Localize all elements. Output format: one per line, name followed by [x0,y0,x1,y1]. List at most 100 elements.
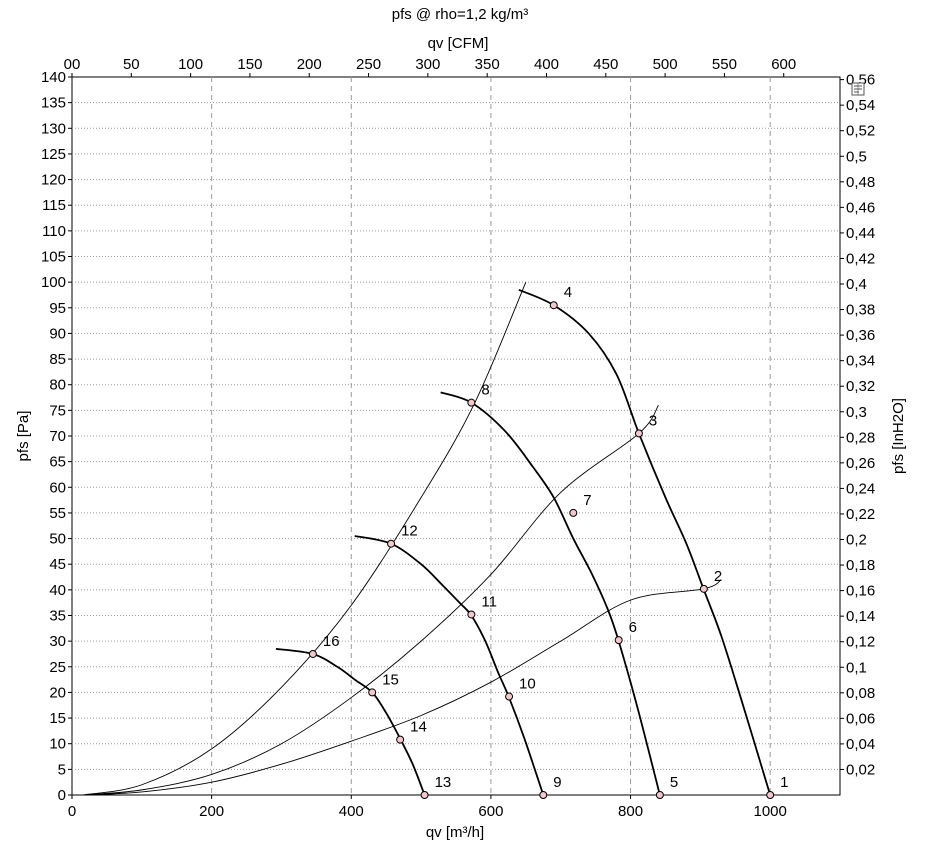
x2-tick-label: 00 [64,56,81,73]
y-tick-label: 60 [49,479,66,496]
x2-tick-label: 600 [771,56,796,73]
operating-point [655,791,664,799]
operating-point [396,735,405,744]
x-tick-label: 1000 [753,803,786,820]
x2-tick-label: 400 [534,56,559,73]
y2-tick-label: 0,54 [846,97,875,114]
y-tick-label: 80 [49,377,66,394]
horizontal-gridlines [72,102,840,770]
y-tick-label: 40 [49,582,66,599]
y2-tick-label: 0,44 [846,225,875,242]
x2-tick-labels: 00 50 100 150 200 250 300 350 400 450 500 550 600 [64,56,797,73]
y2-tick-label: 0,18 [846,557,875,574]
y2-tick-label: 0,52 [846,123,875,140]
y2-tick-label: 0,4 [846,276,867,293]
operating-point [467,398,476,407]
operating-point-label: 2 [714,568,722,585]
x2-axis-label: qv [CFM] [428,35,489,52]
x-tick-label: 800 [618,803,643,820]
y2-tick-label: 0,48 [846,174,875,191]
print-preview-icon[interactable] [851,82,865,96]
operating-point [549,301,558,310]
y-tick-label: 55 [49,505,66,522]
y2-tick-label: 0,32 [846,378,875,395]
y-tick-label: 100 [41,274,66,291]
y2-tick-label: 0,22 [846,506,875,523]
operating-point-label: 5 [670,774,678,791]
y2-tick-label: 0,46 [846,199,875,216]
x2-tick-label: 50 [123,56,140,73]
operating-points [308,301,775,799]
y-tick-labels: 0 5 10 15 20 25 30 35 40 45 50 55 60 65 70 75 80 85 90 95 10… [41,69,66,804]
y-tick-label: 115 [42,197,66,214]
operating-point-label: 6 [629,619,637,636]
y2-axis-label: pfs [InH2O] [890,398,907,474]
y2-tick-label: 0,36 [846,327,875,344]
y-tick-label: 85 [49,351,66,368]
x-tick-labels: 0 200 400 600 800 1000 [68,803,787,820]
x-tick-label: 0 [68,803,76,820]
vertical-gridlines [211,77,771,795]
y-tick-label: 5 [58,761,66,778]
y2-tick-label: 0,16 [846,583,875,600]
y2-tick-label: 0,3 [846,404,867,421]
x2-tick-label: 450 [593,56,618,73]
x2-tick-label: 500 [653,56,678,73]
y2-tick-label: 0,26 [846,455,875,472]
y-tick-label: 0 [58,787,66,804]
x2-tick-label: 100 [178,56,203,73]
y-tick-label: 15 [49,710,66,727]
y-tick-label: 10 [49,736,66,753]
y2-tick-label: 0,02 [846,761,875,778]
y-tick-label: 90 [49,325,66,342]
y-axis-label: pfs [Pa] [15,411,32,462]
y-tick-label: 25 [49,659,66,676]
system-curve [82,579,722,796]
y2-tick-labels: 0,02 0,04 0,06 0,08 0,1 0,12 0,14 0,16 0,18 0,2 0,… [846,72,875,779]
operating-point [614,636,623,645]
y2-tick-label: 0,34 [846,353,875,370]
system-curve [82,404,659,796]
operating-point-label: 11 [481,593,497,610]
x-tick-label: 600 [478,803,503,820]
y-tick-label: 140 [41,69,66,86]
operating-point [368,688,377,697]
operating-point [569,508,578,517]
y-tick-label: 35 [49,608,66,625]
y2-tick-label: 0,42 [846,250,875,267]
operating-point-label: 12 [401,523,418,540]
y-tick-label: 110 [42,223,66,240]
operating-point-label: 14 [410,719,427,736]
operating-point-label: 10 [519,676,536,693]
operating-point [505,692,514,701]
y2-tick-label: 0,24 [846,480,875,497]
y2-tick-label: 0,1 [846,659,867,676]
y2-tick-label: 0,08 [846,685,875,702]
y-tick-label: 95 [49,300,66,317]
x-tick-label: 400 [339,803,364,820]
x2-tick-label: 200 [297,56,322,73]
operating-point [634,429,643,438]
y-tick-label: 135 [41,95,66,112]
x2-tick-label: 550 [712,56,737,73]
operating-point-label: 1 [780,774,788,791]
y-tick-label: 50 [49,531,66,548]
operating-point-label: 16 [323,633,340,650]
operating-point-label: 3 [649,412,657,429]
x2-tick-label: 250 [356,56,381,73]
x2-tick-label: 350 [475,56,500,73]
operating-point [766,791,775,799]
y-tick-label: 105 [41,249,66,266]
fan-curve [440,391,661,796]
operating-point [420,791,429,799]
y-tick-label: 125 [41,146,66,163]
y-tick-label: 130 [41,120,66,137]
y-tick-label: 75 [49,402,66,419]
x2-tick-label: 150 [237,56,262,73]
y2-tick-label: 0,06 [846,710,875,727]
y2-tick-label: 0,14 [846,608,875,625]
operating-point [539,791,548,799]
y2-tick-label: 0,5 [846,148,867,165]
